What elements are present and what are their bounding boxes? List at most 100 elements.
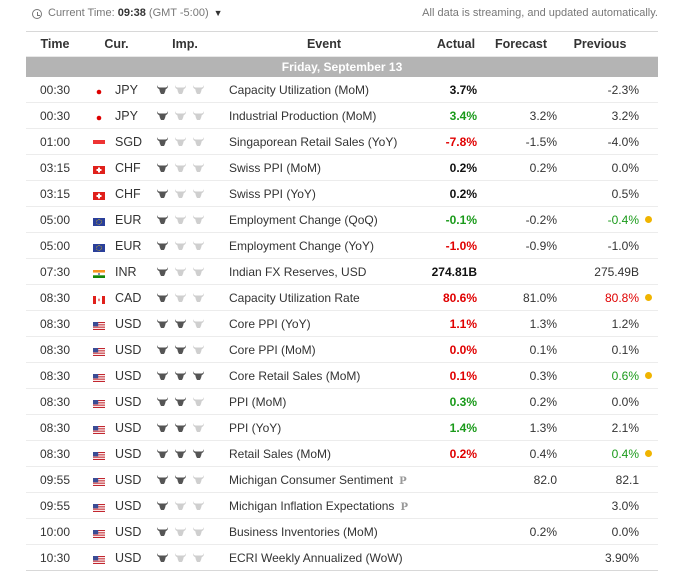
- actual-value: 0.2%: [449, 160, 477, 175]
- bull-icon-empty: [192, 422, 205, 433]
- bull-icon-filled: [156, 84, 169, 95]
- revised-dot-icon[interactable]: [645, 294, 652, 301]
- table-row[interactable]: 05:00 EUR Employment Change (QoQ) -0.1% -0.2…: [26, 207, 658, 233]
- table-row[interactable]: 08:30 USD Core PPI (MoM) 0.0% 0.1% 0.1%: [26, 337, 658, 363]
- table-row[interactable]: 01:00 SGD Singaporean Retail Sales (YoY) -7…: [26, 129, 658, 155]
- revised-dot-icon[interactable]: [645, 216, 652, 223]
- revised-dot-icon[interactable]: [645, 372, 652, 379]
- previous-value: -0.4%: [607, 212, 639, 227]
- bull-icon-empty: [192, 344, 205, 355]
- table-row[interactable]: 03:15 CHF Swiss PPI (MoM) 0.2% 0.2% 0.0%: [26, 155, 658, 181]
- table-row[interactable]: 03:15 CHF Swiss PPI (YoY) 0.2% 0.5%: [26, 181, 658, 207]
- event-name-link[interactable]: Core PPI (YoY): [229, 316, 311, 331]
- table-row[interactable]: 07:30 INR Indian FX Reserves, USD 274.81B 27…: [26, 259, 658, 285]
- revised-dot-icon[interactable]: [645, 450, 652, 457]
- table-row[interactable]: 08:30 USD PPI (YoY) 1.4% 1.3% 2.1%: [26, 415, 658, 441]
- table-row[interactable]: 08:30 USD Core PPI (YoY) 1.1% 1.3% 1.2%: [26, 311, 658, 337]
- event-currency: USD: [84, 421, 149, 435]
- column-header-currency[interactable]: Cur.: [104, 37, 129, 51]
- event-name-link[interactable]: Capacity Utilization Rate: [229, 290, 360, 305]
- event-name-link[interactable]: ECRI Weekly Annualized (WoW): [229, 550, 403, 565]
- currency-code: USD: [115, 498, 142, 513]
- table-row[interactable]: 10:30 USD ECRI Weekly Annualized (WoW) 3.90…: [26, 545, 658, 570]
- bull-icon-empty: [192, 188, 205, 199]
- event-name-link[interactable]: Singaporean Retail Sales (YoY): [229, 134, 398, 149]
- event-name-link[interactable]: Core Retail Sales (MoM): [229, 368, 361, 383]
- event-name-link[interactable]: Core PPI (MoM): [229, 342, 316, 357]
- event-time: 09:55: [39, 472, 71, 487]
- table-row[interactable]: 00:30 JPY Industrial Production (MoM) 3.4% 3…: [26, 103, 658, 129]
- previous-value: -4.0%: [607, 134, 639, 149]
- bull-icon-empty: [174, 110, 187, 121]
- forecast-value: 1.3%: [529, 316, 557, 331]
- preliminary-icon[interactable]: P: [399, 475, 407, 487]
- actual-value: 3.4%: [449, 108, 477, 123]
- table-row[interactable]: 08:30 CAD Capacity Utilization Rate 80.6% 81…: [26, 285, 658, 311]
- actual-value: 3.7%: [449, 82, 477, 97]
- event-name-link[interactable]: Employment Change (QoQ): [229, 212, 378, 227]
- event-name-link[interactable]: Employment Change (YoY): [229, 238, 374, 253]
- bull-icon-filled: [156, 526, 169, 537]
- column-header-previous[interactable]: Previous: [573, 37, 627, 51]
- actual-value: -7.8%: [445, 134, 477, 149]
- bull-icon-empty: [192, 526, 205, 537]
- event-name-link[interactable]: Swiss PPI (MoM): [229, 160, 322, 175]
- actual-value: 0.2%: [449, 186, 477, 201]
- table-row[interactable]: 09:55 USD Michigan Inflation Expectations P…: [26, 493, 658, 519]
- table-row[interactable]: 05:00 EUR Employment Change (YoY) -1.0% -0.9…: [26, 233, 658, 259]
- current-time-selector[interactable]: Current Time: 09:38 (GMT -5:00) ▼: [48, 7, 223, 19]
- chevron-down-icon[interactable]: ▼: [213, 8, 223, 18]
- forecast-value: 82.0: [533, 472, 557, 487]
- event-rows: 00:30 JPY Capacity Utilization (MoM) 3.7% -2…: [26, 77, 658, 570]
- bull-icon-filled: [174, 474, 187, 485]
- forecast-value: -0.2%: [525, 212, 557, 227]
- currency-code: USD: [115, 446, 142, 461]
- currency-code: USD: [115, 394, 142, 409]
- event-currency: JPY: [84, 83, 149, 97]
- event-name-link[interactable]: PPI (MoM): [229, 394, 287, 409]
- event-name-link[interactable]: Indian FX Reserves, USD: [229, 264, 367, 279]
- usa-flag-icon: [93, 371, 107, 382]
- bull-icon-filled: [174, 448, 187, 459]
- forecast-value: -0.9%: [525, 238, 557, 253]
- table-row[interactable]: 08:30 USD Core Retail Sales (MoM) 0.1% 0.3% 0…: [26, 363, 658, 389]
- actual-value: 0.3%: [449, 394, 477, 409]
- column-header-actual[interactable]: Actual: [436, 37, 476, 51]
- bull-icon-filled: [156, 292, 169, 303]
- column-header-event[interactable]: Event: [306, 37, 342, 51]
- event-currency: JPY: [84, 109, 149, 123]
- event-name-link[interactable]: Retail Sales (MoM): [229, 446, 332, 461]
- event-name-cell: Retail Sales (MoM): [221, 447, 427, 461]
- event-name-link[interactable]: Business Inventories (MoM): [229, 524, 378, 539]
- event-name-link[interactable]: PPI (YoY): [229, 420, 282, 435]
- currency-code: USD: [115, 472, 142, 487]
- preliminary-icon[interactable]: P: [400, 501, 408, 513]
- importance-rating: [149, 188, 221, 199]
- event-currency: USD: [84, 343, 149, 357]
- table-row[interactable]: 00:30 JPY Capacity Utilization (MoM) 3.7% -2…: [26, 77, 658, 103]
- table-row[interactable]: 08:30 USD Retail Sales (MoM) 0.2% 0.4% 0.4%: [26, 441, 658, 467]
- event-name-link[interactable]: Swiss PPI (YoY): [229, 186, 316, 201]
- column-header-time[interactable]: Time: [40, 37, 70, 51]
- table-row[interactable]: 08:30 USD PPI (MoM) 0.3% 0.2% 0.0%: [26, 389, 658, 415]
- importance-rating: [149, 344, 221, 355]
- event-name-link[interactable]: Michigan Inflation Expectations: [229, 498, 395, 513]
- event-name-cell: Swiss PPI (YoY): [221, 187, 427, 201]
- usa-flag-icon: [93, 319, 107, 330]
- bull-icon-filled: [174, 370, 187, 381]
- revision-indicator-cell: [639, 216, 658, 223]
- currency-code: JPY: [115, 82, 138, 97]
- previous-value: 0.4%: [611, 446, 639, 461]
- event-name-link[interactable]: Capacity Utilization (MoM): [229, 82, 370, 97]
- previous-value: 0.0%: [611, 160, 639, 175]
- actual-value: 0.2%: [449, 446, 477, 461]
- importance-rating: [149, 396, 221, 407]
- usa-flag-icon: [93, 397, 107, 408]
- previous-value: 2.1%: [611, 420, 639, 435]
- table-row[interactable]: 09:55 USD Michigan Consumer Sentiment P 82.0…: [26, 467, 658, 493]
- column-header-forecast[interactable]: Forecast: [494, 37, 548, 51]
- event-name-link[interactable]: Michigan Consumer Sentiment: [229, 472, 394, 487]
- table-row[interactable]: 10:00 USD Business Inventories (MoM) 0.2% 0.…: [26, 519, 658, 545]
- event-name-link[interactable]: Industrial Production (MoM): [229, 108, 377, 123]
- column-header-importance[interactable]: Imp.: [172, 37, 198, 51]
